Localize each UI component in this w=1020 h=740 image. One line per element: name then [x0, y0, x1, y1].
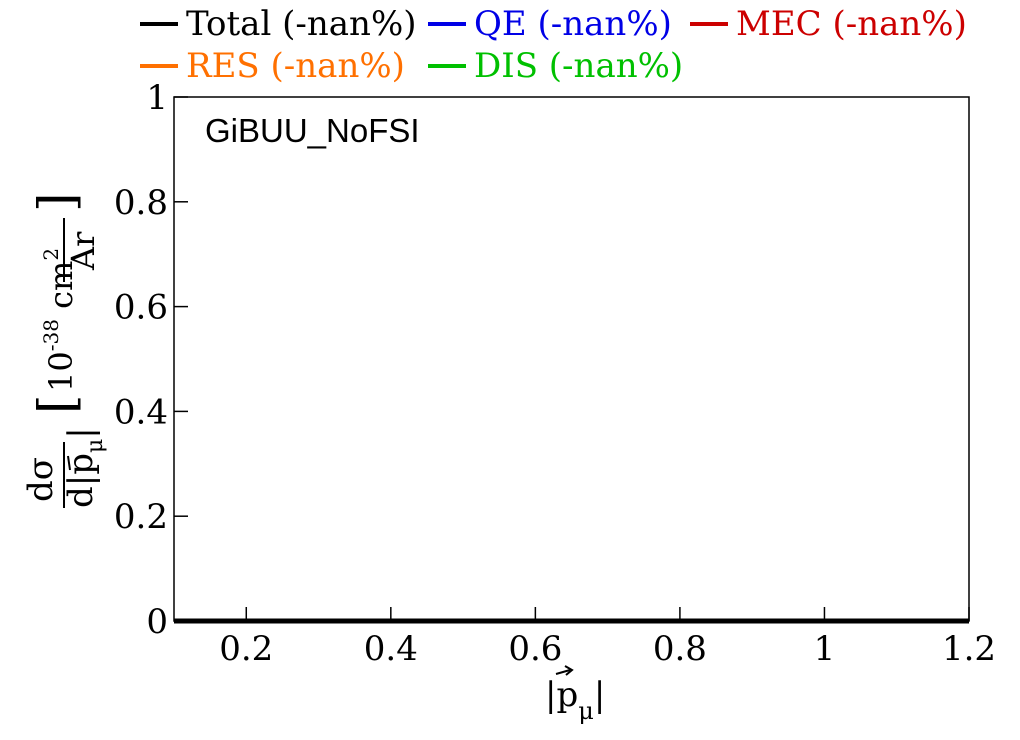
svg-text:|pμ|: |pμ|: [545, 675, 605, 725]
chart-title: GiBUU_NoFSI: [205, 112, 420, 149]
y-tick-label: 0: [146, 602, 168, 642]
legend-swatch-dis: [428, 64, 466, 68]
x-tick-label: 0.2: [219, 629, 273, 669]
legend-entry-res: RES (-nan%): [140, 46, 405, 86]
svg-text:10-38 cm2: 10-38 cm2: [39, 248, 80, 392]
y-tick-label: 0.8: [114, 183, 168, 223]
y-axis-ticks: 0 0.2 0.4 0.6 0.8 1: [114, 78, 188, 642]
legend-swatch-total: [140, 22, 178, 26]
legend-label-qe: QE (-nan%): [474, 4, 672, 44]
legend-entry-dis: DIS (-nan%): [428, 46, 683, 86]
x-tick-label: 0.8: [653, 629, 707, 669]
x-tick-label: 0.6: [508, 629, 562, 669]
svg-text:[: [: [28, 394, 86, 414]
x-axis-label: |pμ|: [545, 665, 605, 725]
x-axis-ticks: 0.2 0.4 0.6 0.8 1 1.2: [219, 607, 996, 669]
legend-label-dis: DIS (-nan%): [474, 46, 684, 86]
legend-entry-total: Total (-nan%): [140, 4, 417, 44]
legend-label-total: Total (-nan%): [186, 4, 417, 44]
svg-text:]: ]: [28, 192, 86, 212]
legend-entry-qe: QE (-nan%): [428, 4, 672, 44]
legend-label-mec: MEC (-nan%): [736, 4, 967, 44]
legend-swatch-res: [140, 64, 178, 68]
y-tick-label: 1: [146, 78, 168, 118]
plot-frame: [173, 96, 970, 622]
svg-text:dσ: dσ: [21, 457, 61, 502]
y-tick-label: 0.6: [114, 288, 168, 328]
legend-label-res: RES (-nan%): [186, 46, 405, 86]
x-tick-label: 0.4: [364, 629, 418, 669]
y-tick-label: 0.4: [114, 392, 168, 432]
legend-swatch-mec: [690, 22, 728, 26]
x-tick-label: 1: [814, 629, 836, 669]
svg-text:Ar: Ar: [64, 231, 102, 271]
x-tick-label: 1.2: [942, 629, 996, 669]
y-tick-label: 0.2: [114, 497, 168, 537]
legend-entry-mec: MEC (-nan%): [690, 4, 967, 44]
legend-swatch-qe: [428, 22, 466, 26]
y-axis-label: dσ d|pμ| [ 10-38 cm2 Ar ]: [21, 192, 108, 508]
svg-text:d|pμ|: d|pμ|: [61, 427, 108, 508]
